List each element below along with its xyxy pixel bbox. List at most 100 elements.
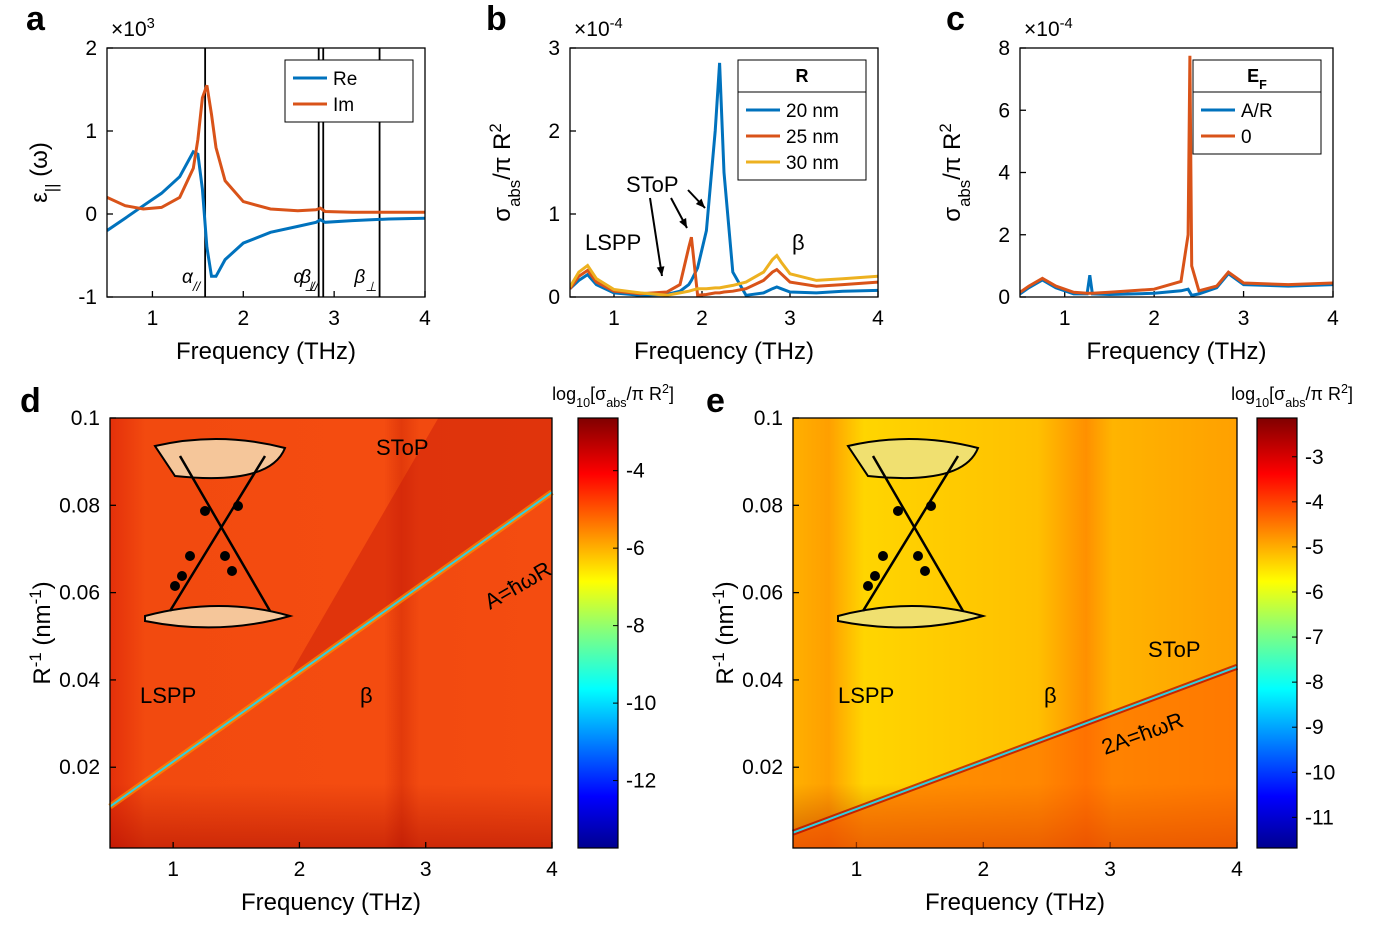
series-line	[570, 236, 878, 297]
y-tick-label: 0.04	[59, 669, 100, 692]
axis-multiplier-part: ×10	[574, 18, 610, 41]
colorbar-tick-label: -4	[626, 460, 645, 483]
inset-electron	[170, 581, 180, 591]
series-line	[1020, 55, 1333, 295]
colorbar-tick-label: -6	[1305, 581, 1324, 604]
panel-letter: e	[706, 382, 725, 420]
marker-label-part: β	[299, 267, 311, 288]
colorbar-label-part: ]	[669, 384, 674, 404]
marker-label-part: //	[192, 279, 202, 294]
legend-box	[737, 59, 867, 181]
series-line	[107, 149, 425, 278]
colorbar-tick-label: -5	[1305, 536, 1324, 559]
colorbar	[577, 417, 619, 849]
marker-label: β//	[299, 267, 320, 294]
colorbar-label-part: abs	[606, 396, 626, 410]
inset-electron	[200, 506, 210, 516]
axes-box	[109, 417, 553, 849]
legend-title-part: R	[796, 66, 809, 86]
inset-electron	[926, 501, 936, 511]
y-tick-label: 3	[548, 37, 560, 60]
y-axis-label-part: R	[712, 667, 739, 684]
x-tick-label: 4	[872, 307, 884, 330]
marker-label: α//	[182, 267, 202, 294]
colorbar-tick-label: -8	[1305, 671, 1324, 694]
axis-multiplier: ×103	[111, 16, 155, 41]
x-axis-label: Frequency (THz)	[634, 338, 814, 365]
y-axis-label: σabs/π R2	[486, 123, 524, 221]
annotation: SToP	[626, 172, 679, 197]
axis-multiplier: ×10-4	[574, 16, 623, 41]
axis-multiplier-part: -4	[1060, 16, 1073, 32]
colorbar-label: log10[σabs/π R2]	[552, 382, 674, 410]
y-tick-label: 0	[85, 203, 97, 226]
x-axis-label: Frequency (THz)	[1086, 338, 1266, 365]
y-tick-label: 0.06	[59, 582, 100, 605]
marker-label: β⊥	[353, 267, 376, 294]
marker-label-part: α	[182, 267, 194, 288]
marker-label-part: β	[353, 267, 365, 288]
y-tick-label: 0.02	[742, 756, 783, 779]
x-tick-label: 3	[1104, 858, 1116, 881]
colorbar-label-part: 2	[662, 382, 669, 396]
x-tick-label: 2	[696, 307, 708, 330]
colorbar-tick-label: -9	[1305, 716, 1324, 739]
colorbar-tick-label: -7	[1305, 626, 1324, 649]
colorbar-tick-label: -4	[1305, 491, 1324, 514]
colorbar-label-part: /π R	[627, 384, 662, 404]
inset-bottom	[837, 605, 987, 629]
y-axis-label-part: (ω)	[26, 142, 53, 183]
inset-electron	[220, 551, 230, 561]
y-axis-label-part: -1	[26, 652, 45, 667]
legend-label: Re	[333, 69, 357, 90]
x-tick-label: 3	[784, 307, 796, 330]
y-axis-label-part: -1	[709, 652, 728, 667]
y-tick-label: -1	[78, 286, 97, 309]
x-tick-label: 1	[147, 307, 159, 330]
y-axis-label-part: /π R	[489, 133, 516, 180]
x-tick-label: 2	[977, 858, 989, 881]
y-tick-label: 8	[998, 37, 1010, 60]
marker-label-part: α	[293, 267, 305, 288]
colorbar-tick-label: -3	[1305, 446, 1324, 469]
marker-label-part: //	[310, 279, 320, 294]
arrow-head	[656, 266, 665, 276]
axes-box	[569, 47, 879, 298]
axes-box	[1019, 47, 1334, 298]
x-tick-label: 4	[1327, 307, 1339, 330]
y-axis-label: R-1 (nm-1)	[26, 581, 57, 684]
legend-box	[284, 59, 414, 123]
colorbar-label-part: [σ	[590, 384, 606, 404]
colorbar-label-part: log	[552, 384, 576, 404]
y-axis-label-part: /π R	[939, 133, 966, 180]
x-tick-label: 4	[1231, 858, 1243, 881]
heatmap-shade	[110, 418, 552, 848]
colorbar-tick-label: -8	[626, 615, 645, 638]
legend-title: EF	[1247, 66, 1267, 92]
x-tick-label: 1	[167, 858, 179, 881]
inset-cone	[168, 455, 272, 612]
y-axis-label-part: 2	[486, 123, 505, 132]
y-tick-label: 0	[998, 286, 1010, 309]
y-tick-label: 2	[998, 224, 1010, 247]
colorbar-tick-label: -10	[1305, 761, 1335, 784]
annotation: LSPP	[140, 683, 196, 708]
annotation: SToP	[1148, 637, 1201, 662]
y-axis-label-part: σ	[489, 207, 516, 222]
series-line	[107, 84, 425, 214]
y-axis-label-part: abs	[505, 180, 524, 207]
legend-title-part: F	[1259, 78, 1267, 92]
y-axis-label-part: 2	[936, 123, 955, 132]
y-axis-label: σabs/π R2	[936, 123, 974, 221]
y-axis-label-part: -1	[26, 589, 45, 604]
y-axis-label-part: -1	[709, 589, 728, 604]
inset-electron	[870, 571, 880, 581]
axes-box	[106, 47, 426, 298]
x-tick-label: 4	[546, 858, 558, 881]
y-tick-label: 0.1	[754, 407, 783, 430]
x-tick-label: 1	[608, 307, 620, 330]
arrow-head	[679, 218, 687, 228]
colorbar-label-part: ]	[1348, 384, 1353, 404]
y-tick-label: 2	[548, 120, 560, 143]
x-tick-label: 3	[1238, 307, 1250, 330]
